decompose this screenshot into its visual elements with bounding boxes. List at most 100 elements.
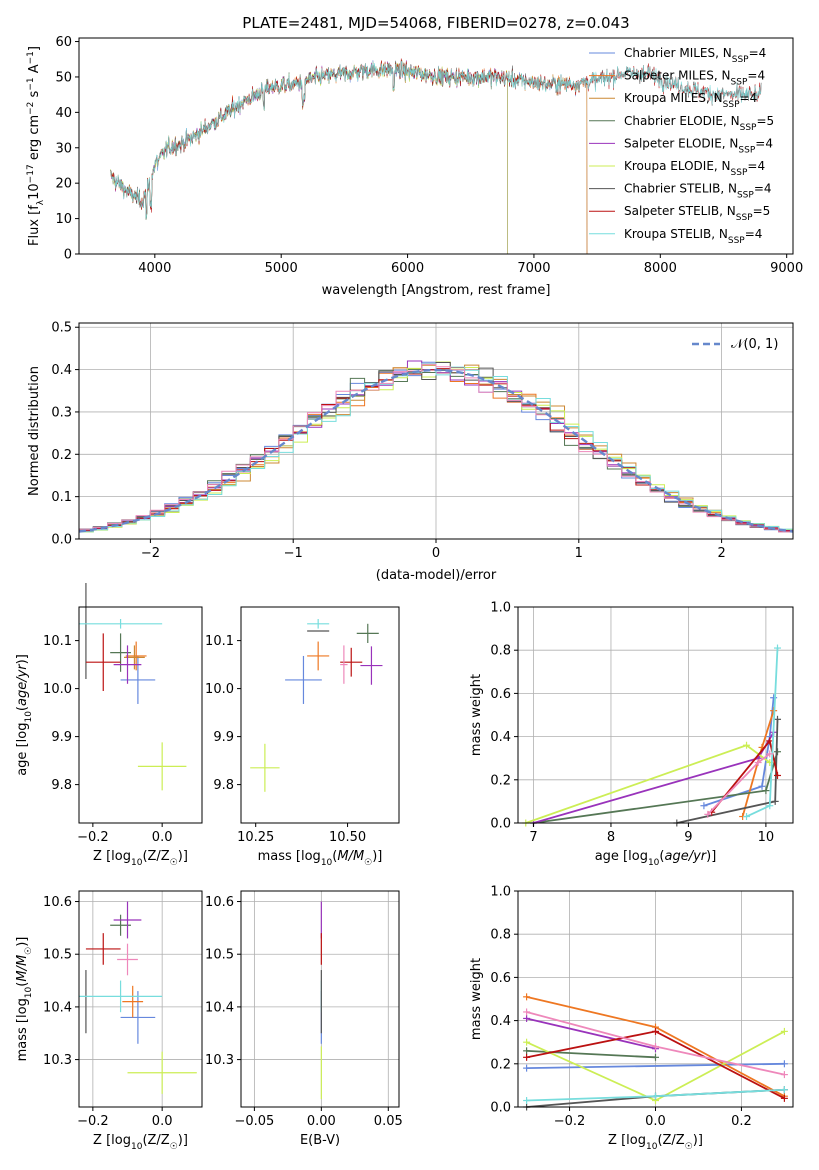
y-tick-label: 10 — [55, 212, 72, 227]
series-marker — [780, 1094, 788, 1102]
x-tick-label: −0.2 — [77, 1114, 109, 1129]
y-tick-label: 0.3 — [51, 405, 72, 420]
legend-entry: Salpeter MILES, NSSP=4 — [624, 69, 765, 88]
series-marker — [780, 1027, 788, 1035]
y-tick-label: 1.0 — [490, 601, 511, 616]
y-tick-label: 0.2 — [490, 1057, 511, 1072]
y-tick-label: 0.4 — [490, 1014, 511, 1029]
error-point — [113, 645, 142, 684]
series-marker — [780, 1071, 788, 1079]
x-tick-label: 0.0 — [152, 1114, 173, 1129]
y-tick-label: 10.5 — [205, 948, 234, 963]
x-axis-label: Z [log10(Z/Z☉)] — [93, 849, 188, 868]
error-point — [122, 985, 144, 1018]
series-marker — [762, 787, 770, 795]
y-tick-label: 0.2 — [51, 448, 72, 463]
error-point — [127, 1051, 197, 1094]
series-marker — [523, 1038, 531, 1046]
x-axis-label: wavelength [Angstrom, rest frame] — [322, 283, 551, 298]
x-tick-label: 0.0 — [645, 1114, 666, 1129]
series-marker — [758, 782, 766, 790]
plot-area — [110, 58, 762, 255]
x-tick-label: 8 — [607, 830, 615, 845]
chart-age_vs_mass: 10.25 10.50 9.8 9.9 10.0 10.1 mass [log10(M/M☉… — [205, 606, 400, 868]
y-tick-label: 10.3 — [43, 1053, 72, 1068]
axes-frame — [517, 606, 794, 824]
y-tick-label: 0.0 — [490, 1101, 511, 1116]
plot-area — [522, 644, 782, 827]
plot-area — [250, 619, 383, 792]
x-tick-label: −0.2 — [554, 1114, 586, 1129]
x-tick-label: 7000 — [517, 261, 550, 276]
series-line — [526, 1017, 656, 1050]
chart-spectrum: 4000 5000 6000 7000 8000 9000 0 10 20 30 40 50 60 Flu… — [26, 35, 803, 298]
x-axis-label: E(B-V) — [300, 1133, 340, 1148]
error-point — [137, 742, 187, 791]
y-tick-label: 0.1 — [51, 490, 72, 505]
y-tick-label: 10.5 — [43, 948, 72, 963]
series-marker — [652, 1092, 659, 1100]
legend-entry: 𝒩(0, 1) — [731, 337, 778, 352]
y-tick-label: 0.5 — [51, 321, 72, 336]
error-point — [356, 623, 379, 643]
y-tick-label: 0.6 — [490, 971, 511, 986]
x-tick-label: 0.05 — [374, 1114, 403, 1129]
y-tick-label: 10.1 — [43, 634, 72, 649]
legend-entry: Salpeter STELIB, NSSP=5 — [624, 204, 770, 223]
x-tick-label: −2 — [141, 546, 160, 561]
series-marker — [523, 1047, 531, 1055]
x-tick-label: −1 — [284, 546, 303, 561]
y-tick-label: 10.4 — [205, 1000, 234, 1015]
axes-frame — [240, 890, 400, 1108]
error-point — [120, 655, 156, 704]
y-tick-label: 9.8 — [51, 778, 72, 793]
y-tick-label: 50 — [55, 70, 72, 85]
y-tick-label: 0.6 — [490, 687, 511, 702]
series-marker — [766, 750, 774, 758]
error-point — [79, 619, 163, 629]
series-marker — [523, 1014, 531, 1022]
histogram-step — [79, 363, 793, 534]
normal-curve — [78, 368, 794, 533]
series-marker — [743, 813, 751, 821]
legend-entry: Chabrier STELIB, NSSP=4 — [624, 182, 772, 201]
series-marker — [523, 1097, 531, 1105]
y-tick-label: 10.0 — [205, 682, 234, 697]
y-tick-label: 40 — [55, 106, 72, 121]
x-tick-label: 7 — [529, 830, 537, 845]
x-tick-label: 1 — [575, 546, 583, 561]
series-marker — [523, 993, 531, 1001]
series-marker — [652, 1043, 659, 1051]
y-axis-label: mass [log10(M/M☉)] — [15, 937, 34, 1062]
y-tick-label: 10.0 — [43, 682, 72, 697]
figure-title: PLATE=2481, MJD=54068, FIBERID=0278, z=0… — [242, 14, 629, 32]
spectrum-line — [110, 60, 762, 219]
x-tick-label: 6000 — [391, 261, 424, 276]
series-marker — [780, 1060, 788, 1068]
error-point — [307, 619, 330, 629]
y-tick-label: 60 — [55, 35, 72, 50]
y-tick-label: 10.4 — [43, 1000, 72, 1015]
error-point — [85, 933, 121, 965]
series-marker — [754, 759, 762, 767]
y-tick-label: 10.3 — [205, 1053, 234, 1068]
series-marker — [704, 810, 712, 818]
error-point — [120, 991, 156, 1044]
x-axis-label: Z [log10(Z/Z☉)] — [93, 1133, 188, 1152]
x-tick-label: 0.0 — [152, 830, 173, 845]
error-point — [85, 633, 121, 691]
x-tick-label: 9 — [684, 830, 692, 845]
y-tick-label: 0.2 — [490, 773, 511, 788]
series-marker — [774, 644, 782, 652]
y-tick-label: 1.0 — [490, 885, 511, 900]
x-tick-label: 5000 — [265, 261, 298, 276]
x-tick-label: 10.50 — [329, 830, 366, 845]
chart-residuals: −2 −1 0 1 2 0.0 0.1 0.2 0.3 0.4 0.5 𝒩(0, 1) Normed d… — [27, 321, 794, 583]
x-tick-label: 10 — [758, 830, 775, 845]
y-axis-label: Normed distribution — [27, 366, 42, 496]
x-tick-label: 8000 — [644, 261, 677, 276]
chart-mass_vs_Z: −0.2 0.0 10.3 10.4 10.5 10.6 Z [log10(Z/Z☉)] ma… — [15, 890, 203, 1152]
plot-area — [79, 901, 197, 1094]
series-marker — [743, 741, 751, 749]
axes-frame — [78, 890, 203, 1108]
